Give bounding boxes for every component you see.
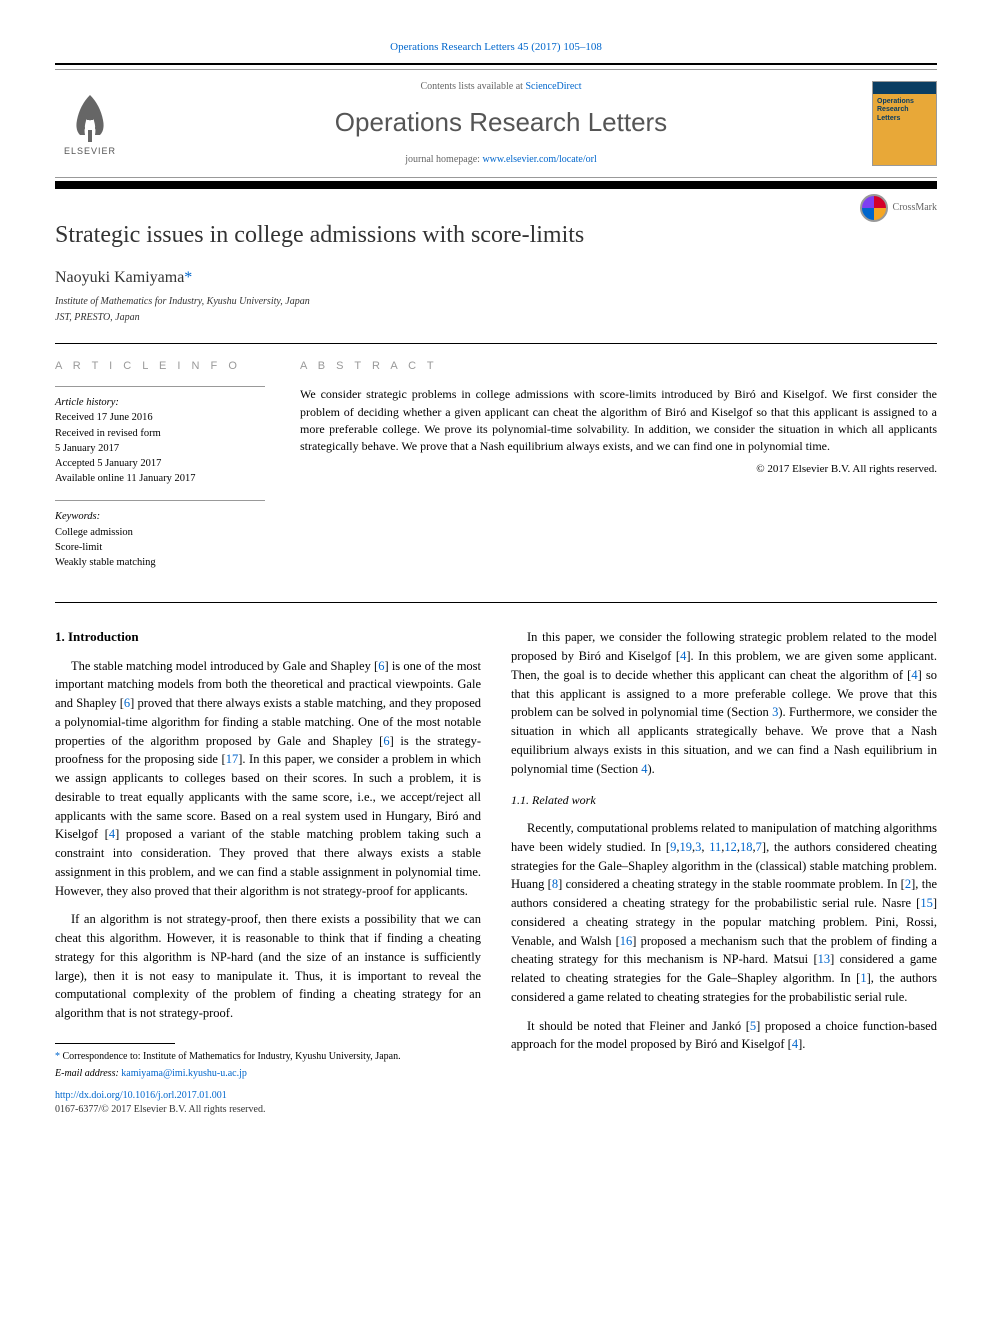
cover-bar — [873, 82, 936, 94]
ref-link[interactable]: 17 — [226, 752, 239, 766]
history-line: Accepted 5 January 2017 — [55, 456, 265, 471]
article-info-column: A R T I C L E I N F O Article history: R… — [55, 359, 265, 585]
doi-link[interactable]: http://dx.doi.org/10.1016/j.orl.2017.01.… — [55, 1089, 481, 1103]
ref-link[interactable]: 15 — [920, 896, 933, 910]
contents-available-line: Contents lists available at ScienceDirec… — [145, 80, 857, 94]
sciencedirect-link[interactable]: ScienceDirect — [525, 81, 581, 92]
author-text: Naoyuki Kamiyama — [55, 269, 184, 286]
journal-cover-thumbnail: Operations Research Letters — [872, 81, 937, 166]
body-paragraph: In this paper, we consider the following… — [511, 628, 937, 778]
affiliation-2: JST, PRESTO, Japan — [55, 311, 937, 325]
intro-heading: 1. Introduction — [55, 628, 481, 646]
keyword: College admission — [55, 525, 265, 540]
email-link[interactable]: kamiyama@imi.kyushu-u.ac.jp — [121, 1068, 247, 1079]
history-line: 5 January 2017 — [55, 441, 265, 456]
text-run: The stable matching model introduced by … — [71, 659, 378, 673]
email-label: E-mail address: — [55, 1068, 121, 1079]
history-line: Received in revised form — [55, 426, 265, 441]
ref-link[interactable]: 12 — [724, 840, 737, 854]
ref-link[interactable]: 11 — [709, 840, 721, 854]
footnote-divider — [55, 1043, 175, 1044]
abstract-copyright: © 2017 Elsevier B.V. All rights reserved… — [300, 462, 937, 477]
crossmark-badge[interactable]: CrossMark — [860, 194, 937, 222]
homepage-line: journal homepage: www.elsevier.com/locat… — [145, 153, 857, 167]
body-column-left: 1. Introduction The stable matching mode… — [55, 628, 481, 1116]
body-paragraph: It should be noted that Fleiner and Jank… — [511, 1017, 937, 1055]
info-abstract-row: A R T I C L E I N F O Article history: R… — [55, 359, 937, 585]
divider-mid — [55, 602, 937, 603]
issn-copyright: 0167-6377/© 2017 Elsevier B.V. All right… — [55, 1103, 481, 1117]
elsevier-label: ELSEVIER — [64, 145, 116, 158]
homepage-link[interactable]: www.elsevier.com/locate/orl — [482, 154, 596, 165]
header-center: Contents lists available at ScienceDirec… — [145, 80, 857, 166]
text-run: ] considered a cheating strategy in the … — [558, 877, 905, 891]
related-work-heading: 1.1. Related work — [511, 792, 937, 809]
body-paragraph: The stable matching model introduced by … — [55, 657, 481, 901]
ref-link[interactable]: 16 — [620, 934, 633, 948]
author-asterisk: * — [184, 269, 192, 286]
text-run: ). — [647, 762, 654, 776]
correspondence-footnote: * Correspondence to: Institute of Mathem… — [55, 1050, 481, 1064]
body-paragraph: If an algorithm is not strategy-proof, t… — [55, 910, 481, 1023]
keyword: Weakly stable matching — [55, 555, 265, 570]
crossmark-icon — [860, 194, 888, 222]
correspondence-text: Correspondence to: Institute of Mathemat… — [60, 1051, 401, 1062]
divider-top — [55, 343, 937, 344]
citation-header: Operations Research Letters 45 (2017) 10… — [55, 40, 937, 55]
text-run: ] proposed a variant of the stable match… — [55, 827, 481, 897]
email-footnote: E-mail address: kamiyama@imi.kyushu-u.ac… — [55, 1067, 481, 1081]
body-paragraph: Recently, computational problems related… — [511, 819, 937, 1007]
top-rule — [55, 63, 937, 65]
journal-title: Operations Research Letters — [145, 104, 857, 140]
black-divider-bar — [55, 181, 937, 189]
journal-header: ELSEVIER Contents lists available at Sci… — [55, 69, 937, 177]
article-history-block: Article history: Received 17 June 2016 R… — [55, 386, 265, 486]
text-run: ]. — [798, 1037, 805, 1051]
cover-text: Operations Research Letters — [873, 94, 936, 127]
keywords-block: Keywords: College admission Score-limit … — [55, 500, 265, 570]
keyword: Score-limit — [55, 540, 265, 555]
history-line: Available online 11 January 2017 — [55, 471, 265, 486]
abstract-text: We consider strategic problems in colleg… — [300, 386, 937, 456]
ref-link[interactable]: 19 — [679, 840, 692, 854]
body-column-right: In this paper, we consider the following… — [511, 628, 937, 1116]
text-run: It should be noted that Fleiner and Jank… — [527, 1019, 750, 1033]
author-name: Naoyuki Kamiyama* — [55, 267, 937, 289]
abstract-label: A B S T R A C T — [300, 359, 937, 374]
history-line: Received 17 June 2016 — [55, 410, 265, 425]
article-info-label: A R T I C L E I N F O — [55, 359, 265, 374]
crossmark-label: CrossMark — [893, 201, 937, 215]
article-title: Strategic issues in college admissions w… — [55, 219, 937, 253]
ref-link[interactable]: 18 — [740, 840, 753, 854]
homepage-prefix: journal homepage: — [405, 154, 482, 165]
elsevier-logo: ELSEVIER — [55, 84, 125, 164]
elsevier-tree-icon — [65, 90, 115, 145]
body-columns: 1. Introduction The stable matching mode… — [55, 628, 937, 1116]
abstract-column: A B S T R A C T We consider strategic pr… — [300, 359, 937, 585]
keywords-label: Keywords: — [55, 509, 265, 524]
history-label: Article history: — [55, 395, 265, 410]
contents-prefix: Contents lists available at — [420, 81, 525, 92]
affiliation-1: Institute of Mathematics for Industry, K… — [55, 295, 937, 309]
ref-link[interactable]: 13 — [818, 952, 831, 966]
